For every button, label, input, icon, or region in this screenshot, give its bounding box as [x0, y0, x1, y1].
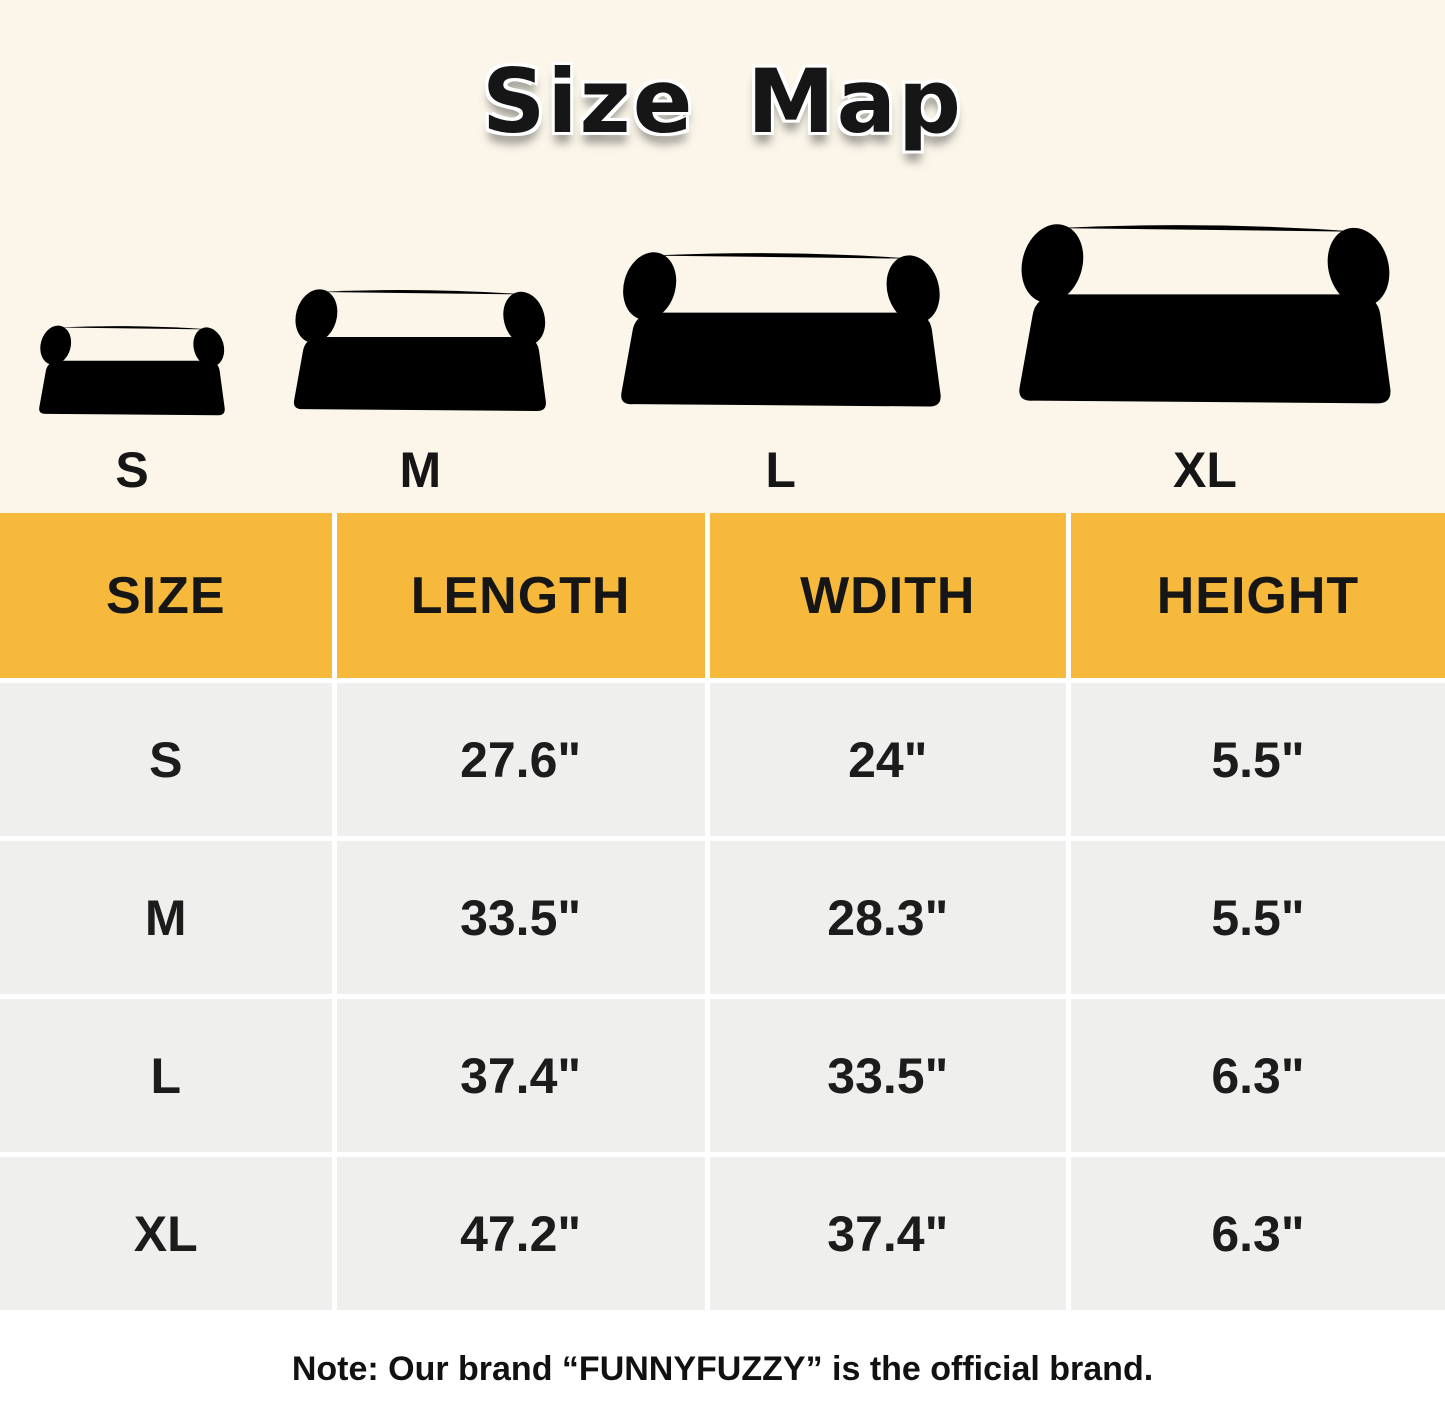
size-table: SIZE LENGTH WDITH HEIGHT S 27.6" 24" 5.5…	[0, 513, 1445, 1310]
footer: Note: Our brand “FUNNYFUZZY” is the offi…	[0, 1310, 1445, 1428]
table-cell-size: S	[0, 683, 332, 836]
dog-bed-icon	[289, 284, 552, 412]
bed-illustration-l: L	[609, 239, 953, 495]
table-cell-height: 5.5"	[1070, 683, 1445, 836]
table-cell-length: 33.5"	[336, 841, 705, 994]
table-cell-height: 6.3"	[1070, 1157, 1445, 1310]
bed-size-label: XL	[1173, 442, 1237, 498]
table-cell-height: 5.5"	[1070, 841, 1445, 994]
dog-bed-icon	[35, 321, 229, 416]
table-cell-width: 24"	[709, 683, 1066, 836]
bed-illustration-xl: XL	[1005, 209, 1405, 495]
bed-illustration-m: M	[284, 279, 556, 495]
bed-illustration-s: S	[32, 318, 232, 495]
table-cell-width: 33.5"	[709, 999, 1066, 1152]
table-cell-width: 28.3"	[709, 841, 1066, 994]
table-cell-size: XL	[0, 1157, 332, 1310]
column-header-height: HEIGHT	[1070, 513, 1445, 678]
table-cell-height: 6.3"	[1070, 999, 1445, 1152]
size-map-header-section: Size Map S M L XL	[0, 0, 1445, 513]
bed-size-illustrations: S M L XL	[32, 209, 1405, 495]
table-cell-length: 37.4"	[336, 999, 705, 1152]
bed-size-label: S	[115, 442, 149, 498]
table-cell-length: 47.2"	[336, 1157, 705, 1310]
page-title: Size Map	[481, 50, 964, 153]
column-header-wdith: WDITH	[709, 513, 1066, 678]
bed-size-label: L	[765, 442, 796, 498]
bed-size-label: M	[399, 442, 442, 498]
table-cell-length: 27.6"	[336, 683, 705, 836]
dog-bed-icon	[615, 245, 948, 407]
dog-bed-icon	[1012, 216, 1399, 404]
brand-note: Note: Our brand “FUNNYFUZZY” is the offi…	[291, 1349, 1154, 1388]
table-cell-size: L	[0, 999, 332, 1152]
table-cell-size: M	[0, 841, 332, 994]
column-header-length: LENGTH	[336, 513, 705, 678]
table-cell-width: 37.4"	[709, 1157, 1066, 1310]
column-header-size: SIZE	[0, 513, 332, 678]
